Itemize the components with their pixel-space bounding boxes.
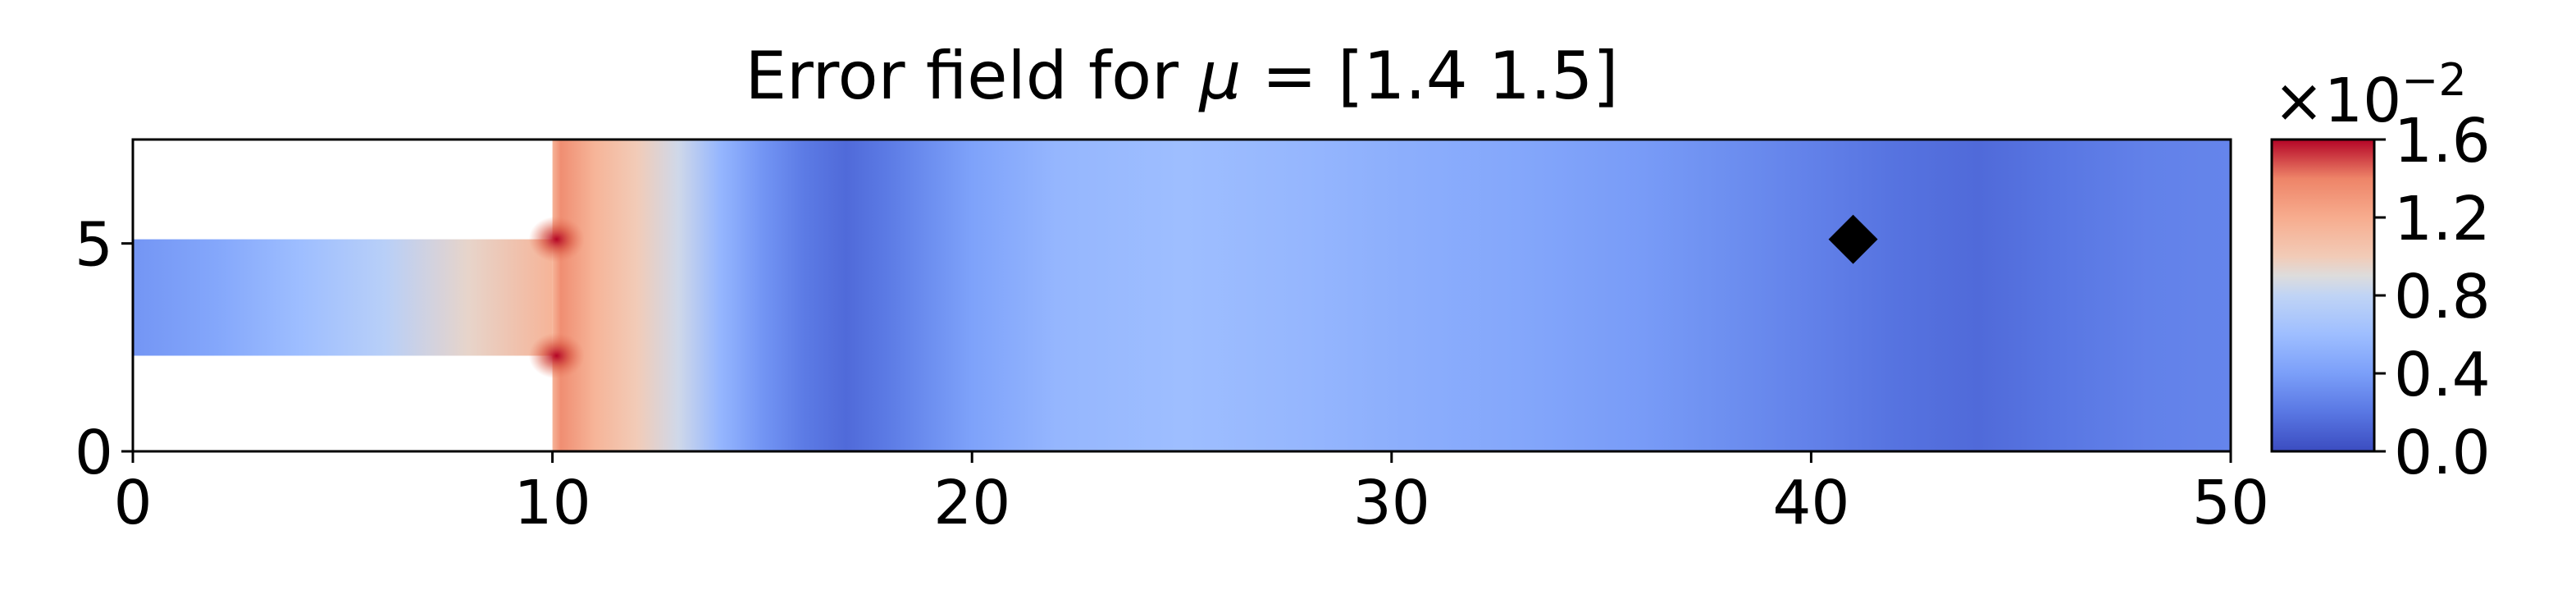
x-tick-label: 20 xyxy=(933,468,1010,538)
probe-marker-diamond xyxy=(1828,214,1878,264)
x-tick-label: 0 xyxy=(113,468,152,538)
x-tick-label: 40 xyxy=(1772,468,1849,538)
chart-title: Error field for μ = [1.4 1.5] xyxy=(745,38,1618,114)
y-axis: 05 xyxy=(75,210,133,488)
x-axis: 0 10 20 30 40 50 xyxy=(113,451,2269,538)
colorbar-tick-label: 0.8 xyxy=(2394,262,2491,332)
hotspot-1 xyxy=(528,332,585,379)
x-tick-label: 50 xyxy=(2192,468,2269,538)
colorbar-tick-label: 1.2 xyxy=(2394,184,2491,254)
x-tick-label: 30 xyxy=(1353,468,1430,538)
colorbar-tick-label: 0.0 xyxy=(2394,418,2491,488)
inlet-channel-region xyxy=(133,239,553,356)
colorbar-ticks: 0.0 0.4 0.8 1.2 1.6 xyxy=(2374,106,2491,488)
plot-frame xyxy=(131,138,2232,453)
colorbar-tick-label: 1.6 xyxy=(2394,106,2491,176)
main-channel-region xyxy=(552,140,2231,451)
colorbar-gradient xyxy=(2270,138,2376,453)
colorbar-scale-factor: ×10−2 xyxy=(2273,54,2467,136)
y-tick-label: 0 xyxy=(75,418,113,488)
error-field-domain xyxy=(133,140,2231,451)
hotspot-0 xyxy=(528,216,585,263)
colorbar: 0.0 0.4 0.8 1.2 1.6 ×10−2 xyxy=(2270,54,2491,488)
colorbar-tick-label: 0.4 xyxy=(2394,340,2491,410)
x-tick-label: 10 xyxy=(514,468,591,538)
y-tick-label: 5 xyxy=(75,210,113,281)
